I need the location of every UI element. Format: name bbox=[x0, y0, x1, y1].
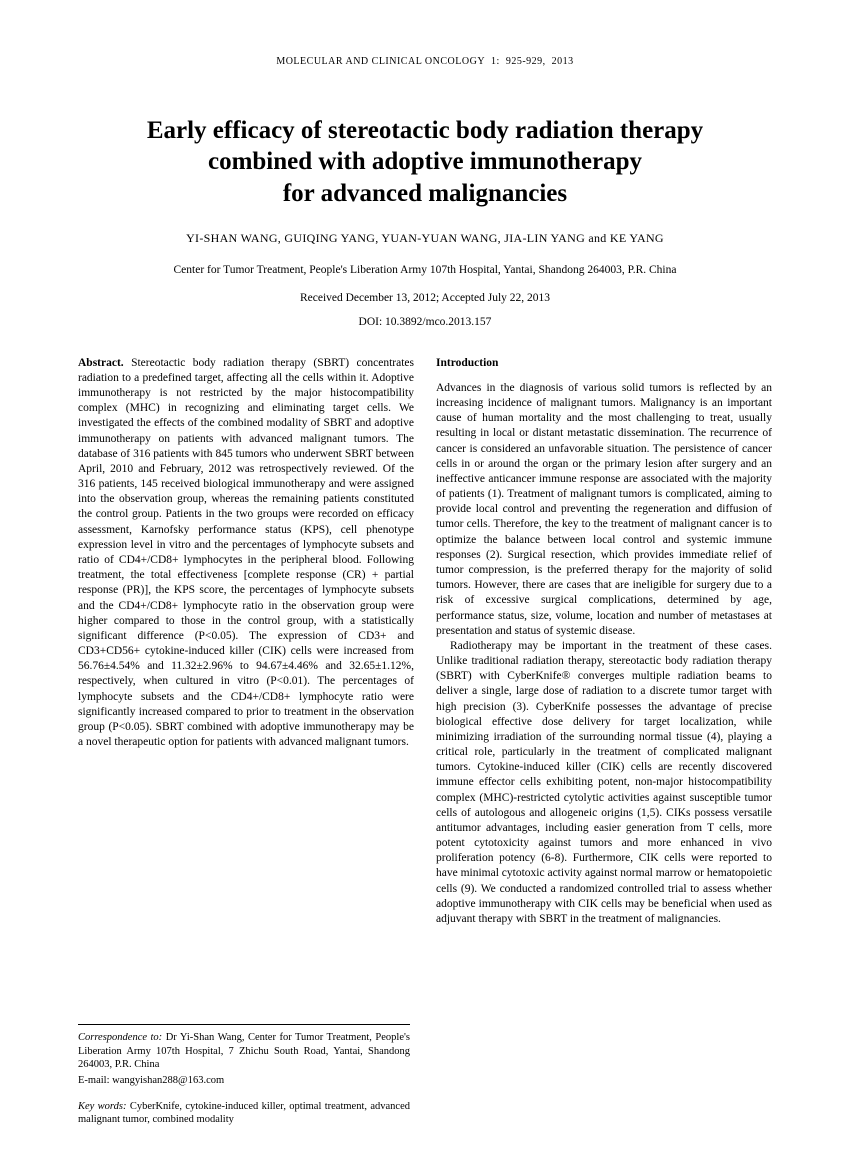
right-column: Introduction Advances in the diagnosis o… bbox=[436, 356, 772, 927]
title-line-1: Early efficacy of stereotactic body radi… bbox=[78, 115, 772, 146]
journal-header: MOLECULAR AND CLINICAL ONCOLOGY 1: 925-9… bbox=[78, 56, 772, 67]
keywords-text: CyberKnife, cytokine-induced killer, opt… bbox=[78, 1101, 410, 1126]
correspondence-block: Correspondence to: Dr Yi-Shan Wang, Cent… bbox=[78, 1024, 410, 1127]
journal-pages: 925-929, bbox=[506, 56, 546, 67]
abstract-label: Abstract. bbox=[78, 357, 124, 369]
title-line-3: for advanced malignancies bbox=[78, 178, 772, 209]
correspondence-divider bbox=[78, 1024, 410, 1025]
doi: DOI: 10.3892/mco.2013.157 bbox=[78, 316, 772, 328]
introduction-heading: Introduction bbox=[436, 356, 772, 371]
correspondence-label: Correspondence to: bbox=[78, 1032, 162, 1043]
keywords-block: Key words: CyberKnife, cytokine-induced … bbox=[78, 1100, 410, 1127]
keywords-label: Key words: bbox=[78, 1101, 126, 1112]
text-columns: Abstract. Stereotactic body radiation th… bbox=[78, 356, 772, 927]
abstract-text: Stereotactic body radiation therapy (SBR… bbox=[78, 357, 414, 748]
authors-list: YI-SHAN WANG, GUIQING YANG, YUAN-YUAN WA… bbox=[78, 231, 772, 246]
title-line-2: combined with adoptive immunotherapy bbox=[78, 146, 772, 177]
abstract-paragraph: Abstract. Stereotactic body radiation th… bbox=[78, 356, 414, 750]
email-label: E-mail: bbox=[78, 1075, 112, 1086]
introduction-para-2: Radiotherapy may be important in the tre… bbox=[436, 639, 772, 927]
introduction-para-1: Advances in the diagnosis of various sol… bbox=[436, 381, 772, 639]
received-accepted-dates: Received December 13, 2012; Accepted Jul… bbox=[78, 292, 772, 304]
correspondence-email-line: E-mail: wangyishan288@163.com bbox=[78, 1074, 410, 1088]
journal-year: 2013 bbox=[552, 56, 574, 67]
affiliation: Center for Tumor Treatment, People's Lib… bbox=[78, 264, 772, 276]
journal-name: MOLECULAR AND CLINICAL ONCOLOGY bbox=[276, 56, 485, 67]
correspondence-text: Correspondence to: Dr Yi-Shan Wang, Cent… bbox=[78, 1031, 410, 1072]
article-title: Early efficacy of stereotactic body radi… bbox=[78, 115, 772, 209]
journal-volume: 1: bbox=[491, 56, 500, 67]
correspondence-email: wangyishan288@163.com bbox=[112, 1075, 224, 1086]
left-column: Abstract. Stereotactic body radiation th… bbox=[78, 356, 414, 927]
